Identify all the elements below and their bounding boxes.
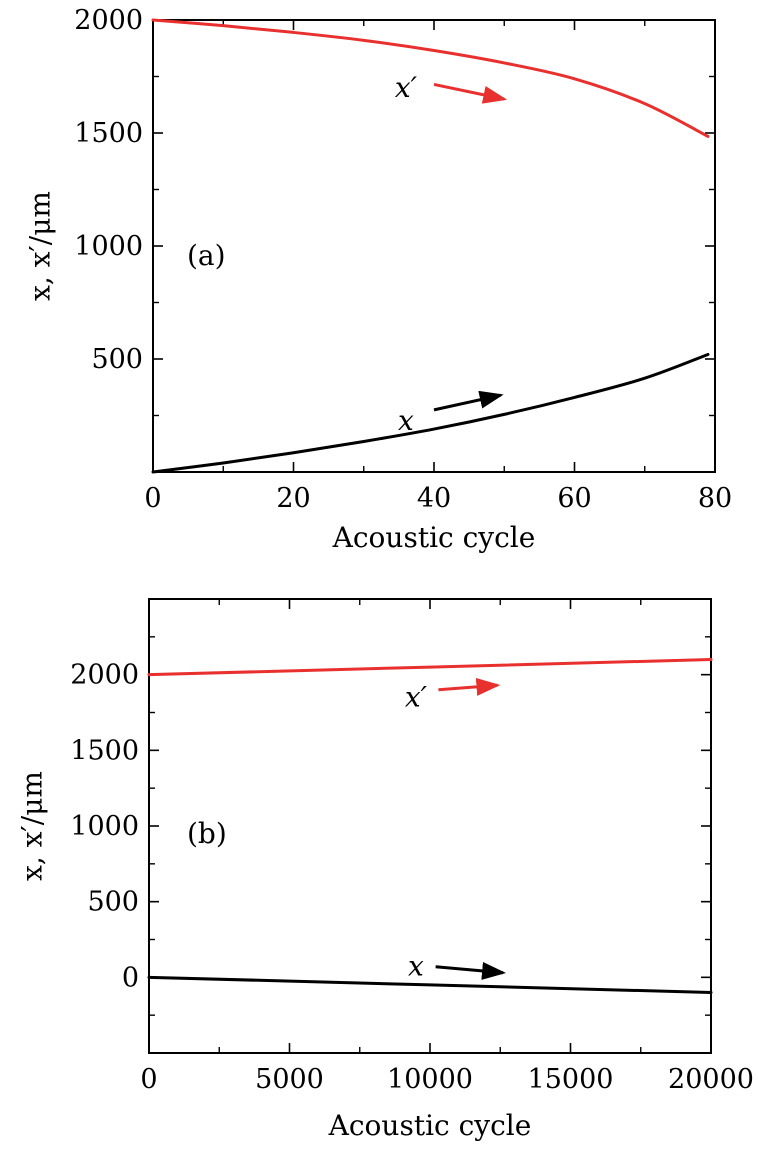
- y-tick-label: 2000: [70, 660, 139, 691]
- x-annotation-label: x: [398, 404, 414, 437]
- axis-ticks-a: 0 20 40 60 80 500 1000 1500 2000: [74, 5, 732, 514]
- y-tick-label: 1000: [74, 231, 143, 262]
- y-tick-label: 1500: [70, 735, 139, 766]
- y-tick-label: 1500: [74, 118, 143, 149]
- x-prime-annotation-arrow: [433, 82, 508, 104]
- x-tick-label: 20: [276, 483, 310, 514]
- axis-ticks-b: 0 5000 10000 15000 20000 0 500 1000 1500 2000: [70, 599, 754, 1095]
- series-x-line: [151, 352, 710, 474]
- x-axis-title-b: Acoustic cycle: [328, 1109, 532, 1142]
- x-axis-title-a: Acoustic cycle: [332, 521, 536, 554]
- series-layer-b: [147, 658, 713, 994]
- x-tick-label: 5000: [255, 1064, 324, 1095]
- y-axis-title-a: x, x′/μm: [24, 191, 57, 301]
- series-x-line: [147, 975, 713, 994]
- x-tick-label: 20000: [668, 1064, 754, 1095]
- x-prime-annotation-arrow: [438, 677, 501, 696]
- x-annotation-label: x: [408, 950, 424, 983]
- y-tick-label: 2000: [74, 5, 143, 36]
- panel-label-a: (a): [187, 239, 226, 272]
- y-tick-label: 1000: [70, 811, 139, 842]
- x-tick-label: 15000: [528, 1064, 614, 1095]
- panel-label-b: (b): [187, 817, 227, 850]
- annotation-layer-a: x′ x: [395, 71, 508, 437]
- x-tick-label: 0: [144, 483, 161, 514]
- chart-panel-a: 0 20 40 60 80 500 1000 1500 2000 x′ x (a) Acousti…: [24, 5, 733, 554]
- series-layer-a: [151, 18, 710, 474]
- series-x-prime-line: [151, 18, 710, 138]
- y-axis-title-b: x, x′/μm: [16, 771, 49, 881]
- x-annotation-arrow: [435, 961, 507, 980]
- y-tick-label: 500: [87, 887, 139, 918]
- y-tick-label: 500: [91, 344, 143, 375]
- x-tick-label: 10000: [387, 1064, 473, 1095]
- x-annotation-arrow: [433, 390, 504, 412]
- y-tick-label: 0: [122, 962, 139, 993]
- annotation-layer-b: x′ x: [405, 677, 507, 983]
- x-tick-label: 40: [417, 483, 451, 514]
- plot-frame-a: [152, 19, 716, 473]
- x-tick-label: 80: [698, 483, 732, 514]
- x-tick-label: 0: [140, 1064, 157, 1095]
- series-x-prime-line: [147, 658, 713, 677]
- x-tick-label: 60: [557, 483, 591, 514]
- x-prime-annotation-label: x′: [405, 680, 428, 713]
- x-prime-annotation-label: x′: [395, 71, 418, 104]
